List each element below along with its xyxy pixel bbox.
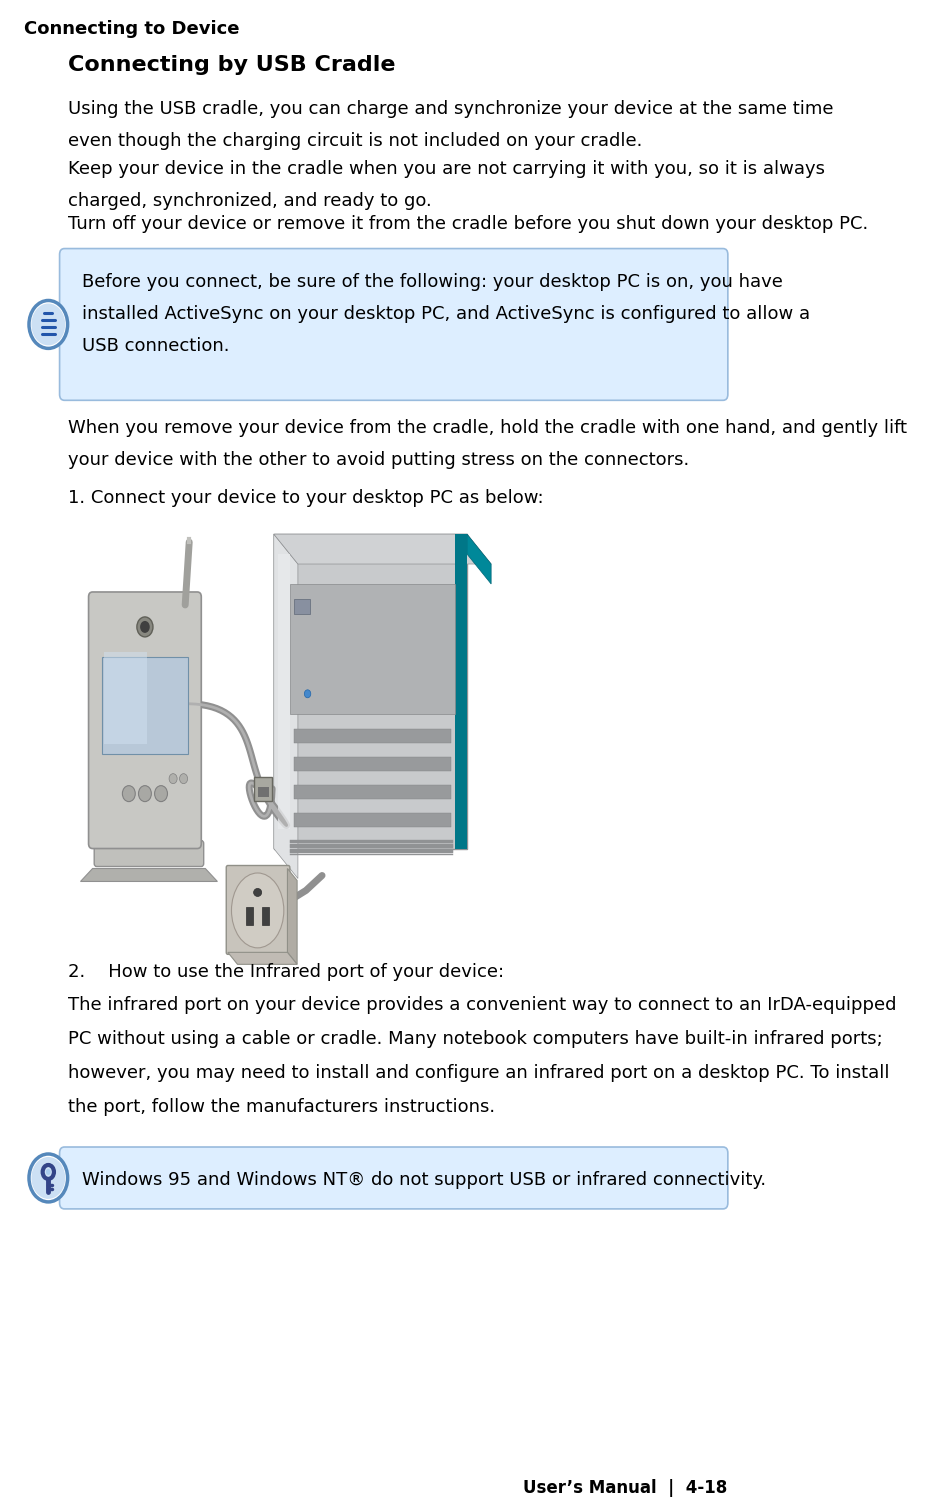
Circle shape — [138, 786, 151, 802]
Text: Turn off your device or remove it from the cradle before you shut down your desk: Turn off your device or remove it from t… — [68, 215, 869, 233]
Circle shape — [140, 620, 150, 632]
Text: 1. Connect your device to your desktop PC as below:: 1. Connect your device to your desktop P… — [68, 490, 544, 508]
Text: Keep your device in the cradle when you are not carrying it with you, so it is a: Keep your device in the cradle when you … — [68, 159, 826, 210]
Text: however, you may need to install and configure an infrared port on a desktop PC.: however, you may need to install and con… — [68, 1063, 890, 1081]
Bar — [290, 584, 455, 713]
Bar — [246, 907, 253, 925]
Bar — [104, 652, 146, 743]
Circle shape — [304, 689, 311, 698]
FancyBboxPatch shape — [89, 592, 202, 849]
Bar — [455, 535, 467, 849]
FancyBboxPatch shape — [273, 535, 467, 849]
Circle shape — [32, 1157, 65, 1199]
FancyBboxPatch shape — [255, 777, 272, 801]
Ellipse shape — [231, 873, 284, 948]
Circle shape — [29, 300, 67, 348]
Circle shape — [155, 786, 167, 802]
Polygon shape — [137, 644, 174, 844]
Text: Connecting to Device: Connecting to Device — [24, 20, 240, 38]
Bar — [262, 907, 269, 925]
Text: When you remove your device from the cradle, hold the cradle with one hand, and : When you remove your device from the cra… — [68, 419, 908, 469]
Bar — [294, 813, 451, 826]
Circle shape — [29, 1154, 67, 1202]
Text: Connecting by USB Cradle: Connecting by USB Cradle — [68, 56, 396, 75]
Circle shape — [32, 303, 65, 345]
Polygon shape — [287, 868, 297, 964]
Bar — [258, 787, 269, 796]
Polygon shape — [80, 868, 217, 882]
Text: Windows 95 and Windows NT® do not support USB or infrared connectivity.: Windows 95 and Windows NT® do not suppor… — [82, 1172, 766, 1190]
Bar — [294, 728, 451, 742]
FancyBboxPatch shape — [60, 248, 728, 401]
Bar — [294, 599, 310, 614]
Text: 2.    How to use the Infrared port of your device:: 2. How to use the Infrared port of your … — [68, 963, 505, 981]
Polygon shape — [467, 535, 491, 584]
Polygon shape — [228, 952, 297, 964]
FancyBboxPatch shape — [94, 841, 203, 867]
Bar — [278, 554, 290, 829]
Circle shape — [137, 617, 153, 637]
Text: PC without using a cable or cradle. Many notebook computers have built-in infrar: PC without using a cable or cradle. Many… — [68, 1030, 884, 1048]
Text: The infrared port on your device provides a convenient way to connect to an IrDA: The infrared port on your device provide… — [68, 996, 897, 1014]
FancyBboxPatch shape — [60, 1148, 728, 1209]
Circle shape — [46, 1169, 50, 1175]
Text: the port, follow the manufacturers instructions.: the port, follow the manufacturers instr… — [68, 1098, 495, 1116]
Bar — [103, 656, 188, 754]
Ellipse shape — [254, 889, 261, 897]
Text: Before you connect, be sure of the following: your desktop PC is on, you have
in: Before you connect, be sure of the follo… — [82, 272, 810, 354]
Polygon shape — [273, 535, 491, 565]
Circle shape — [179, 774, 188, 784]
Circle shape — [122, 786, 135, 802]
Polygon shape — [273, 535, 298, 879]
Text: User’s Manual  |  4-18: User’s Manual | 4-18 — [522, 1479, 727, 1497]
Bar — [294, 757, 451, 771]
FancyBboxPatch shape — [226, 865, 290, 954]
Circle shape — [169, 774, 177, 784]
Text: Using the USB cradle, you can charge and synchronize your device at the same tim: Using the USB cradle, you can charge and… — [68, 99, 834, 150]
Bar — [294, 784, 451, 799]
